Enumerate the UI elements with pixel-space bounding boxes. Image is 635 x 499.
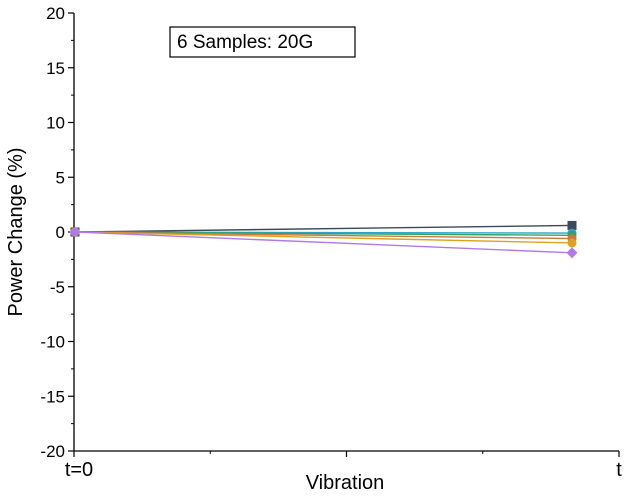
series-line (74, 231, 573, 244)
y-tick-label: 15 (46, 59, 65, 78)
y-tick-label: 0 (56, 223, 65, 242)
annotation-box: 6 Samples: 20G (169, 26, 356, 58)
y-tick-label: -20 (40, 442, 65, 461)
y-tick-label: 10 (46, 114, 65, 133)
y-tick-label: -10 (40, 333, 65, 352)
y-tick-label: -15 (40, 387, 65, 406)
y-axis-title: Power Change (%) (5, 148, 27, 317)
y-tick-label: 5 (56, 168, 65, 187)
x-tick-label: t (616, 459, 622, 481)
axes: 20 15 10 5 0 -5 -10 -15 -20t=0 t (40, 4, 622, 481)
series-line (74, 231, 573, 240)
x-axis-title: Vibration (306, 472, 385, 494)
data-point (567, 238, 577, 248)
y-tick-label: -5 (50, 278, 65, 297)
data-point (69, 226, 81, 238)
annotation-text: 6 Samples: 20G (177, 32, 313, 53)
y-tick-label: 20 (46, 4, 65, 23)
annotation-frame (169, 26, 356, 58)
series-line (74, 224, 573, 233)
series (69, 226, 578, 259)
series-line (74, 231, 573, 254)
x-tick-label: t=0 (65, 459, 93, 481)
data-point (567, 220, 577, 230)
series-layer (69, 220, 578, 259)
data-point (566, 247, 578, 259)
